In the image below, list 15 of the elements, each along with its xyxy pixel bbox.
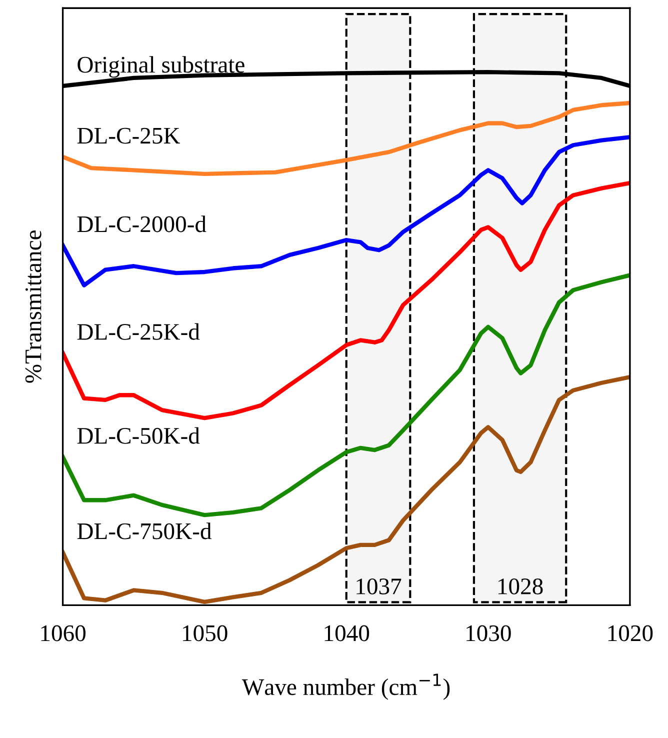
x-tick-label: 1030	[466, 625, 511, 642]
x-tick-label: 1020	[608, 625, 653, 642]
x-tick-label: 1050	[183, 625, 228, 642]
series-label: DL-C-50K-d	[77, 427, 200, 444]
x-tick-label: 1060	[41, 625, 86, 642]
x-tick-label: 1040	[324, 625, 370, 642]
band-label: 1037	[356, 578, 402, 594]
series-label: DL-C-750K-d	[77, 522, 212, 540]
band-label: 1028	[498, 578, 543, 594]
series-label: Original substrate	[78, 56, 244, 78]
series-label: DL-C-25K	[77, 128, 180, 144]
y-axis-title: %Transmittance	[25, 230, 42, 383]
series-label: DL-C-2000-d	[77, 216, 206, 232]
x-axis-title: Wave number (cm$^{−1}$)	[242, 674, 450, 700]
series-label: DL-C-25K-d	[77, 323, 200, 340]
